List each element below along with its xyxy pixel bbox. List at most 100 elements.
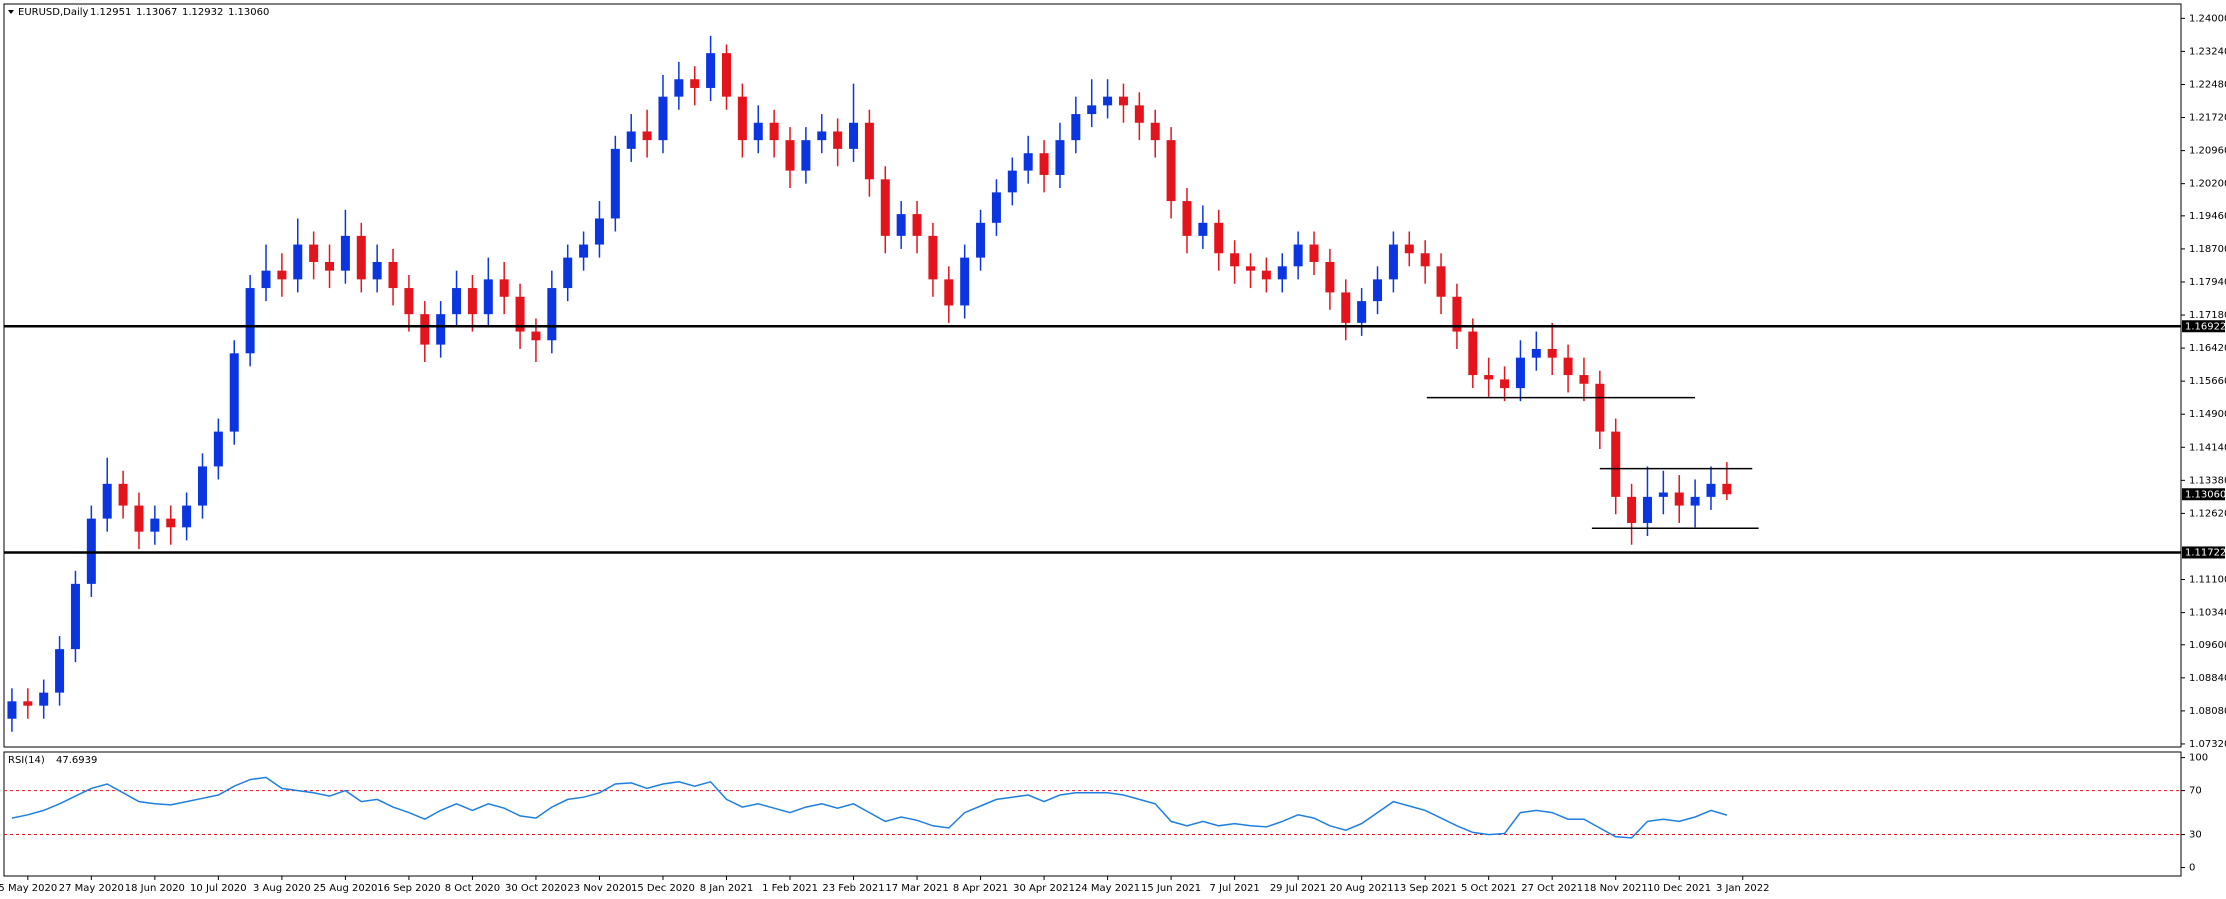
y-tick-label: 1.24000: [2189, 13, 2226, 24]
y-tick-label: 1.08840: [2189, 673, 2226, 684]
candle-body: [1214, 222, 1224, 254]
price-label: 1.11722: [2185, 547, 2226, 558]
candle-body: [1039, 153, 1049, 175]
candle-body: [1500, 379, 1510, 389]
candle-body: [213, 431, 223, 467]
candle-body: [737, 96, 747, 141]
candle-body: [102, 483, 112, 519]
candle-body: [991, 192, 1001, 223]
x-tick-label: 3 Aug 2020: [253, 883, 311, 894]
candle-body: [1627, 496, 1637, 523]
candle-body: [309, 244, 319, 262]
last-price-label: 1.13060: [2185, 489, 2226, 500]
candle-body: [356, 235, 366, 280]
candle-body: [690, 79, 700, 88]
candle-body: [134, 505, 144, 532]
x-tick-label: 29 Jul 2021: [1270, 883, 1327, 894]
rsi-title: RSI(14): [8, 755, 45, 766]
menu-arrow: [8, 10, 14, 14]
candle-body: [1579, 375, 1589, 384]
x-tick-label: 16 Sep 2020: [377, 883, 440, 894]
x-tick-label: 27 Oct 2021: [1521, 883, 1583, 894]
candle-body: [1420, 253, 1430, 267]
candle-body: [1071, 114, 1081, 141]
x-tick-label: 8 Oct 2020: [445, 883, 500, 894]
x-tick-label: 1 Feb 2021: [762, 883, 818, 894]
candle-body: [515, 296, 525, 332]
y-tick-label: 1.23240: [2189, 46, 2226, 57]
candle-body: [1103, 96, 1113, 106]
candle-body: [1531, 348, 1541, 358]
candle-body: [1642, 496, 1652, 523]
y-tick-label: 1.20960: [2189, 146, 2226, 157]
candle-body: [404, 288, 414, 315]
candle-body: [436, 314, 446, 345]
candle-body: [960, 257, 970, 306]
x-tick-label: 20 Aug 2021: [1330, 883, 1394, 894]
x-tick-label: 13 Sep 2021: [1393, 883, 1456, 894]
candle-body: [864, 122, 874, 180]
candle-body: [1245, 266, 1255, 271]
candle-body: [70, 583, 80, 650]
price-label-box: [2182, 320, 2225, 333]
candle-body: [261, 270, 271, 289]
rsi-tick-label: 30: [2189, 830, 2202, 841]
candle-body: [1182, 201, 1192, 236]
candle-body: [1722, 483, 1732, 495]
candle-body: [372, 261, 382, 280]
x-tick-label: 27 May 2020: [59, 883, 124, 894]
candle-body: [1198, 222, 1208, 236]
candle-body: [1118, 96, 1128, 106]
candle-body: [817, 131, 827, 141]
x-tick-label: 5 Oct 2021: [1461, 883, 1516, 894]
candle-body: [1341, 292, 1351, 323]
candle-body: [293, 244, 303, 280]
price-panel-frame: [3, 3, 2182, 748]
chart-title: EURUSD,Daily: [18, 7, 89, 18]
candle-body: [1547, 348, 1557, 358]
x-tick-label: 18 Jun 2020: [125, 883, 185, 894]
candle-body: [1674, 492, 1684, 506]
y-tick-label: 1.17940: [2189, 277, 2226, 288]
candle-body: [531, 331, 541, 341]
candle-body: [658, 96, 668, 141]
candle-body: [753, 122, 763, 141]
candle-body: [1357, 301, 1367, 323]
candle-body: [1404, 244, 1414, 254]
candle-body: [150, 518, 160, 532]
x-tick-label: 3 Jan 2022: [1716, 883, 1770, 894]
candle-body: [1150, 122, 1160, 141]
x-tick-label: 30 Oct 2020: [505, 883, 567, 894]
y-tick-label: 1.07320: [2189, 739, 2226, 750]
rsi-panel-frame: [3, 751, 2182, 877]
candle-body: [7, 701, 17, 719]
candle-body: [1484, 375, 1494, 380]
y-tick-label: 1.17180: [2189, 310, 2226, 321]
candle-body: [499, 279, 509, 297]
candle-body: [39, 692, 49, 706]
y-tick-label: 1.16420: [2189, 343, 2226, 354]
candle-body: [706, 53, 716, 88]
candle-body: [928, 235, 938, 280]
candle-body: [452, 288, 462, 315]
candle-body: [896, 214, 906, 236]
y-tick-label: 1.13380: [2189, 475, 2226, 486]
candle-body: [1515, 357, 1525, 389]
candle-body: [166, 518, 176, 528]
candle-body: [769, 122, 779, 141]
candle-body: [1611, 431, 1621, 497]
x-tick-label: 30 Apr 2021: [1013, 883, 1075, 894]
candle-body: [1087, 105, 1097, 115]
candle-body: [944, 279, 954, 306]
candle-body: [833, 131, 843, 149]
rsi-tick-label: 0: [2189, 863, 2195, 874]
y-tick-label: 1.11100: [2189, 575, 2226, 586]
candle-body: [420, 314, 430, 345]
x-tick-label: 10 Jul 2020: [190, 883, 247, 894]
candle-body: [229, 353, 239, 432]
title-close: 1.13060: [228, 7, 269, 18]
x-tick-label: 17 Mar 2021: [885, 883, 948, 894]
candle-body: [1325, 261, 1335, 293]
candle-body: [340, 235, 350, 271]
price-label: 1.16922: [2185, 321, 2226, 332]
